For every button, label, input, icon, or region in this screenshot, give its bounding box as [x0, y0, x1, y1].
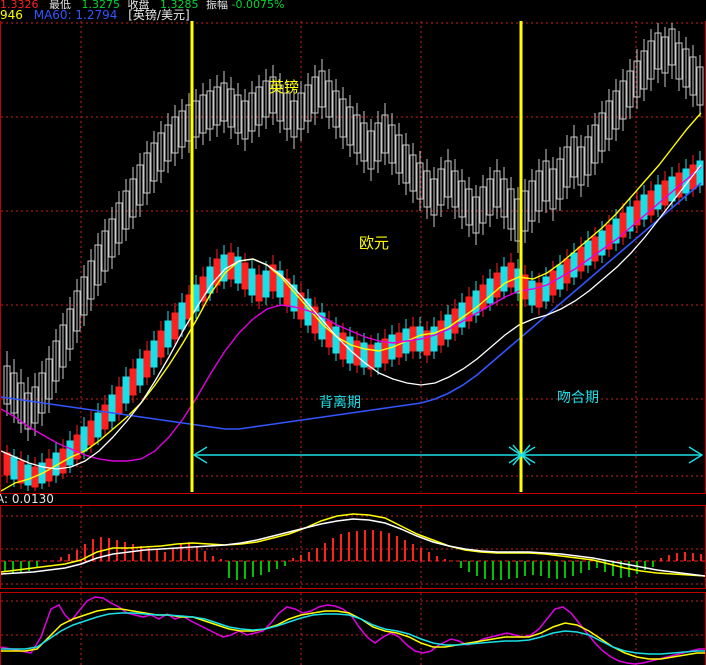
eur-price-candles: [3, 151, 704, 491]
convergence-arrow-head-right: [688, 446, 704, 464]
quote-range-value: 1.3285: [160, 0, 199, 11]
ma60-readout: MA60: 1.2794: [33, 8, 118, 22]
horizontal-gridlines: [1, 22, 705, 477]
price-chart-svg: [1, 21, 705, 492]
annotation-convergence-period: 吻合期: [557, 390, 599, 406]
quote-close-label: 收盘: [127, 0, 150, 11]
quote-close-value: 1.3275: [81, 0, 121, 11]
kdj-k-line: [1, 596, 705, 665]
macd-panel[interactable]: [0, 505, 706, 589]
price-chart-panel[interactable]: 英镑 欧元 背离期 吻合期: [0, 21, 706, 494]
quote-amplitude-label: 振幅: [206, 0, 228, 11]
eur-up-candles: [3, 155, 697, 491]
annotation-eur: 欧元: [359, 234, 390, 252]
period-arrows: [192, 444, 704, 466]
ma-yellow-line: [1, 112, 702, 492]
kdj-gridlines: [1, 593, 705, 665]
quote-amplitude-value: -0.0075%: [231, 0, 285, 11]
kdj-j-line: [1, 612, 705, 655]
ma-white-line: [1, 164, 702, 470]
macd-readout-label: A: 0.0130: [0, 492, 54, 506]
bar-index-value: 946: [0, 8, 23, 22]
macd-histogram-negative: [4, 561, 654, 580]
kdj-panel[interactable]: [0, 592, 706, 665]
macd-plot-area[interactable]: [1, 506, 705, 588]
kdj-plot-area[interactable]: [1, 593, 705, 665]
ma-magenta-line: [1, 166, 702, 462]
macd-histogram-positive: [60, 530, 702, 561]
macd-dea-line: [1, 518, 705, 577]
annotation-divergence-period: 背离期: [319, 395, 361, 411]
arrow-cross-left-2: [512, 444, 531, 466]
macd-gridlines: [1, 506, 705, 588]
indicator-header-row-2: 946 MA60: 1.2794 [英镑/美元]: [0, 9, 190, 22]
eur-down-candles: [10, 151, 704, 491]
quote-low-value: 1.3326: [0, 0, 39, 11]
vertical-gridlines: [80, 21, 637, 492]
kdj-chart-svg: [1, 593, 705, 665]
macd-chart-svg: [1, 506, 705, 588]
price-plot-area[interactable]: [1, 21, 705, 493]
ma-blue-line: [1, 182, 702, 430]
symbol-name-label: [英镑/美元]: [128, 8, 190, 22]
annotation-gbp: 英镑: [269, 78, 300, 96]
divergence-arrow-head-left: [192, 446, 208, 464]
kdj-d-line: [1, 608, 705, 660]
quote-header-row-1: 1.3326 最低 1.3275 收盘 1.3285 振幅 -0.0075%: [0, 0, 284, 10]
quote-low-label: 最低: [49, 0, 71, 11]
gbp-overlay-candles: [3, 23, 704, 441]
macd-dif-line: [1, 513, 705, 577]
